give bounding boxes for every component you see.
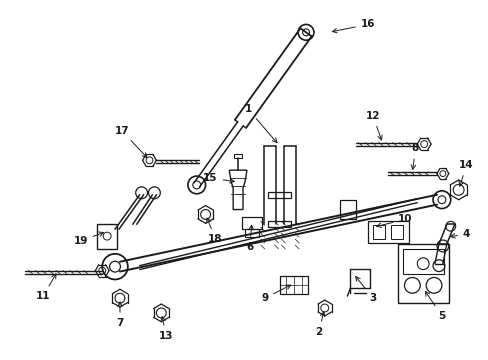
Text: 4: 4: [450, 229, 469, 239]
Text: 8: 8: [410, 144, 418, 169]
Text: 12: 12: [365, 111, 381, 140]
Bar: [397, 244, 448, 303]
Text: 5: 5: [425, 292, 445, 321]
Text: 1: 1: [244, 104, 276, 143]
Bar: [367, 221, 408, 243]
Bar: [97, 224, 117, 249]
Text: 2: 2: [315, 312, 324, 337]
Text: 17: 17: [114, 126, 146, 157]
Bar: [372, 225, 384, 239]
Text: 14: 14: [458, 160, 473, 186]
Bar: [234, 154, 242, 158]
Bar: [280, 276, 307, 294]
Text: 18: 18: [206, 218, 222, 244]
Bar: [244, 229, 258, 237]
Text: 6: 6: [246, 225, 253, 252]
Text: 16: 16: [332, 19, 375, 33]
Text: 10: 10: [376, 215, 412, 228]
Text: 15: 15: [203, 173, 234, 183]
Text: 9: 9: [261, 285, 290, 303]
Bar: [267, 192, 291, 198]
Text: 13: 13: [159, 317, 173, 341]
Bar: [402, 249, 443, 274]
Text: 19: 19: [73, 232, 103, 246]
Text: 3: 3: [355, 276, 376, 303]
Bar: [340, 200, 356, 219]
Text: 11: 11: [36, 274, 56, 301]
Bar: [390, 225, 402, 239]
Bar: [267, 221, 291, 227]
Text: 7: 7: [116, 302, 123, 328]
Bar: [242, 217, 261, 229]
